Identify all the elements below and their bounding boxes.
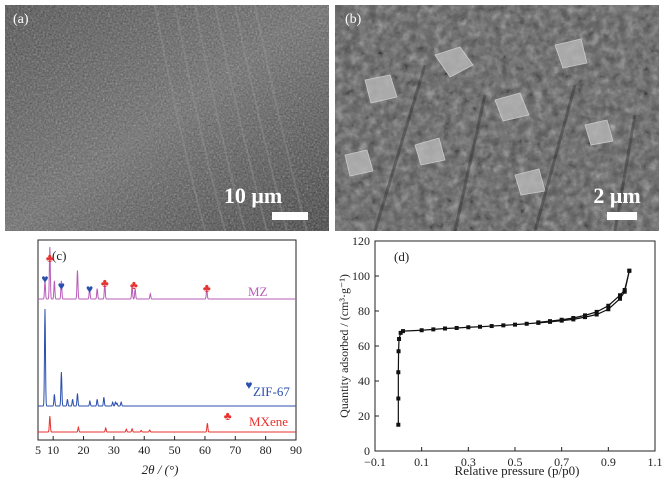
scale-bar-text-a: 10 μm	[224, 183, 282, 208]
isotherm-data-point	[489, 324, 494, 329]
xrd-series-mz	[38, 246, 296, 300]
xrd-x-tick-label: 90	[290, 443, 302, 457]
club-marker-icon: ♣	[130, 278, 138, 292]
isotherm-x-tick-label: 0.1	[414, 455, 429, 469]
isotherm-y-tick-label: 0	[364, 444, 370, 458]
isotherm-x-tick-label: 0.3	[461, 455, 476, 469]
isotherm-x-axis-title: Relative pressure (p/p0)	[455, 463, 580, 478]
isotherm-data-point	[478, 324, 482, 329]
scale-bar-b	[607, 212, 637, 220]
isotherm-data-point	[536, 320, 541, 325]
isotherm-y-tick-label: 80	[358, 304, 370, 318]
isotherm-data-point	[594, 309, 599, 314]
heart-marker-icon: ♥	[41, 272, 48, 286]
xrd-x-tick-label: 40	[138, 443, 150, 457]
isotherm-data-point	[501, 323, 506, 328]
sem-image-a: (a) 10 μm	[5, 5, 329, 231]
legend-zif67: ZIF-67	[253, 384, 290, 399]
xrd-plot-frame	[37, 239, 297, 441]
isotherm-data-point	[419, 328, 424, 333]
isotherm-data-point	[524, 321, 529, 326]
panel-label-a: (a)	[13, 12, 29, 27]
isotherm-data-point	[622, 288, 627, 292]
isotherm-x-tick-label: −0.1	[364, 455, 386, 469]
xrd-x-tick-label: 50	[169, 443, 181, 457]
xrd-x-axis-title: 2θ / (°)	[142, 462, 179, 477]
isotherm-data-point	[571, 316, 576, 320]
panel-label-b: (b)	[345, 12, 362, 27]
club-marker-icon: ♣	[46, 251, 54, 265]
club-marker-icon: ♣	[224, 409, 232, 423]
isotherm-y-tick-label: 60	[358, 339, 370, 353]
isotherm-data-point	[396, 422, 401, 427]
isotherm-y-tick-label: 100	[352, 269, 370, 283]
isotherm-data-point	[431, 327, 436, 332]
isotherm-data-point	[401, 329, 405, 334]
legend-mxene: MXene	[249, 414, 288, 429]
scale-bar-a	[272, 212, 308, 220]
isotherm-data-point	[618, 296, 622, 301]
isotherm-data-point	[548, 319, 552, 324]
isotherm-y-tick-label: 20	[358, 409, 370, 423]
panel-label-d: (d)	[394, 249, 409, 264]
xrd-series-mxene	[38, 415, 296, 433]
isotherm-data-point	[606, 303, 611, 308]
isotherm-data-point	[627, 268, 632, 273]
isotherm-data-point	[606, 307, 611, 312]
isotherm-data-point	[396, 396, 401, 401]
xrd-x-tick-label: 70	[229, 443, 241, 457]
isotherm-data-point	[396, 370, 401, 375]
isotherm-y-tick-label: 120	[352, 236, 370, 248]
isotherm-data-point	[618, 293, 622, 298]
isotherm-data-point	[559, 317, 564, 322]
isotherm-x-tick-label: 0.9	[601, 455, 616, 469]
xrd-x-tick-label: 5	[35, 443, 41, 457]
heart-marker-icon: ♥	[58, 279, 65, 293]
isotherm-chart: (d) −0.1 0.1 0.3 0.5 0.7 0.9 1.1 0 20 40 60 80 100 12…	[337, 236, 663, 478]
xrd-x-tick-label: 60	[199, 443, 211, 457]
isotherm-data-point	[443, 326, 447, 331]
isotherm-data-point	[466, 325, 471, 330]
xrd-x-tick-label: 30	[108, 443, 120, 457]
isotherm-data-point	[583, 313, 587, 318]
panel-label-c: (c)	[52, 248, 66, 263]
isotherm-plot-frame	[374, 240, 656, 452]
isotherm-y-axis-title: Quantity adsorbed / (cm³·g⁻¹)	[337, 274, 351, 418]
xrd-x-tick-label: 10	[47, 443, 59, 457]
isotherm-x-tick-label: 1.1	[648, 455, 663, 469]
isotherm-data-point	[594, 312, 599, 317]
isotherm-data-point	[513, 322, 517, 327]
isotherm-desorption-line	[538, 270, 630, 323]
isotherm-data-point	[396, 349, 401, 354]
heart-marker-icon: ♥	[245, 378, 252, 392]
xrd-x-tick-label: 20	[78, 443, 90, 457]
sem-image-b: (b) 2 μm	[335, 5, 659, 231]
club-marker-icon: ♣	[203, 281, 211, 295]
xrd-series-zif-67	[38, 308, 296, 407]
isotherm-y-tick-label: 40	[358, 374, 370, 388]
isotherm-data-point	[398, 330, 403, 335]
isotherm-x-tick-label: 0.7	[554, 455, 569, 469]
xrd-x-tick-label: 80	[260, 443, 272, 457]
isotherm-x-tick-label: 0.5	[508, 455, 523, 469]
heart-marker-icon: ♥	[86, 282, 93, 296]
isotherm-data-point	[397, 337, 402, 341]
club-marker-icon: ♣	[101, 276, 109, 290]
xrd-chart: (c) 5 10 20 30 40 50 60 70 80 90 ♥ ♥ ♥ ♥ ♣ ♣ ♣ ♣ ♣ MZ ZIF…	[35, 239, 302, 477]
isotherm-data-point	[454, 325, 459, 330]
scale-bar-text-b: 2 μm	[593, 183, 640, 208]
legend-mz: MZ	[248, 284, 268, 299]
isotherm-adsorption-line	[397, 270, 630, 425]
